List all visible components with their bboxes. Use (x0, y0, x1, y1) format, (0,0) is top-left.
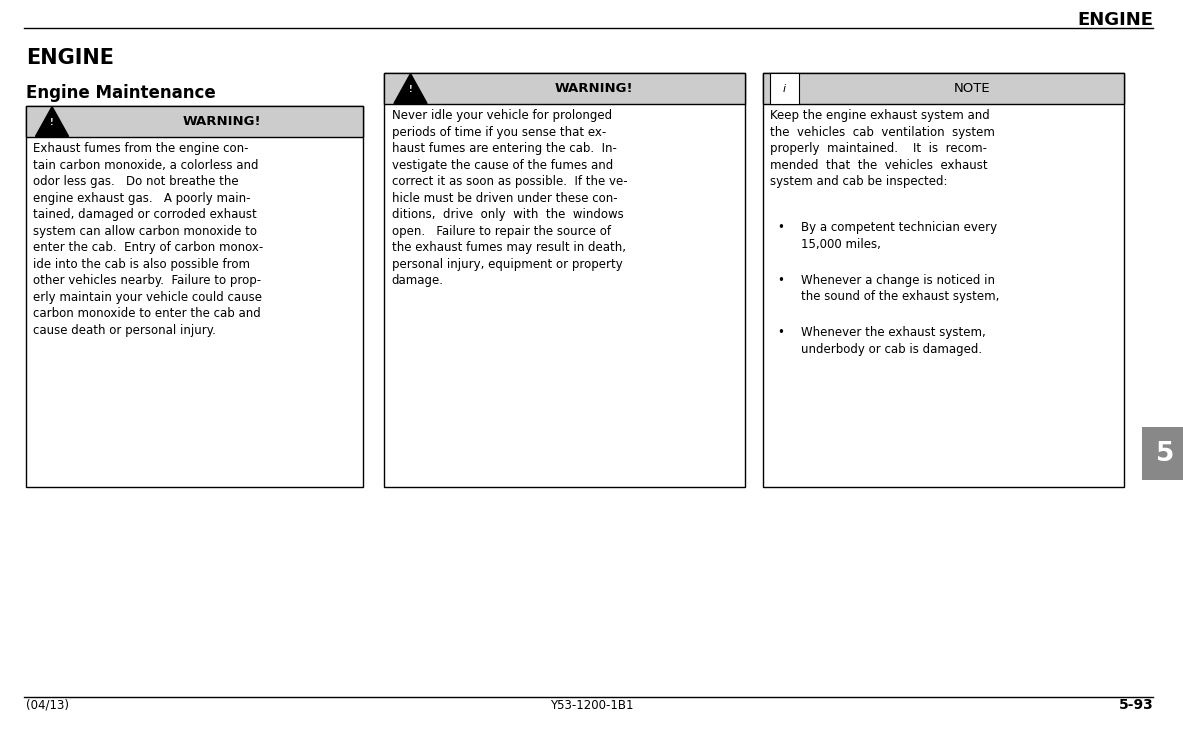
Bar (770, 73, 799, 104)
Text: 5-93: 5-93 (1119, 698, 1153, 712)
Polygon shape (35, 107, 69, 136)
Bar (384, 73, 745, 104)
Text: Whenever the exhaust system,
underbody or cab is damaged.: Whenever the exhaust system, underbody o… (801, 326, 985, 356)
Text: Exhaust fumes from the engine con-
tain carbon monoxide, a colorless and
odor le: Exhaust fumes from the engine con- tain … (33, 142, 264, 337)
Polygon shape (394, 74, 427, 103)
Text: NOTE: NOTE (953, 82, 990, 95)
Bar (26, 106, 363, 487)
Text: By a competent technician every
15,000 miles,: By a competent technician every 15,000 m… (801, 222, 997, 251)
Text: Y53-1200-1B1: Y53-1200-1B1 (550, 698, 633, 712)
Text: (04/13): (04/13) (26, 698, 69, 712)
Text: !: ! (408, 85, 413, 94)
Text: 5: 5 (1156, 441, 1175, 467)
Bar (26, 106, 363, 137)
Bar (763, 73, 1124, 104)
Text: i: i (783, 83, 786, 94)
Bar (763, 73, 1124, 487)
Text: Engine Maintenance: Engine Maintenance (26, 84, 215, 102)
Text: !: ! (50, 118, 54, 127)
Bar (1142, 427, 1183, 480)
Text: •: • (777, 326, 784, 339)
Text: ENGINE: ENGINE (1078, 11, 1153, 29)
Text: WARNING!: WARNING! (182, 115, 261, 128)
Text: Whenever a change is noticed in
the sound of the exhaust system,: Whenever a change is noticed in the soun… (801, 274, 1000, 303)
Text: WARNING!: WARNING! (555, 82, 633, 95)
Bar (384, 73, 745, 487)
Text: Keep the engine exhaust system and
the  vehicles  cab  ventilation  system
prope: Keep the engine exhaust system and the v… (770, 109, 995, 188)
Text: •: • (777, 274, 784, 287)
Text: Never idle your vehicle for prolonged
periods of time if you sense that ex-
haus: Never idle your vehicle for prolonged pe… (392, 109, 627, 287)
Text: •: • (777, 222, 784, 234)
Text: ENGINE: ENGINE (26, 48, 114, 67)
